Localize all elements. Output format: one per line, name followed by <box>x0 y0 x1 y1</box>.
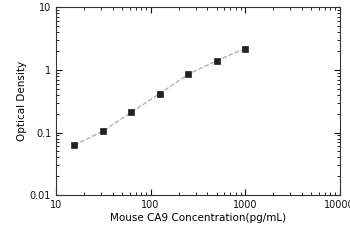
Y-axis label: Optical Density: Optical Density <box>17 61 27 141</box>
X-axis label: Mouse CA9 Concentration(pg/mL): Mouse CA9 Concentration(pg/mL) <box>110 213 286 223</box>
